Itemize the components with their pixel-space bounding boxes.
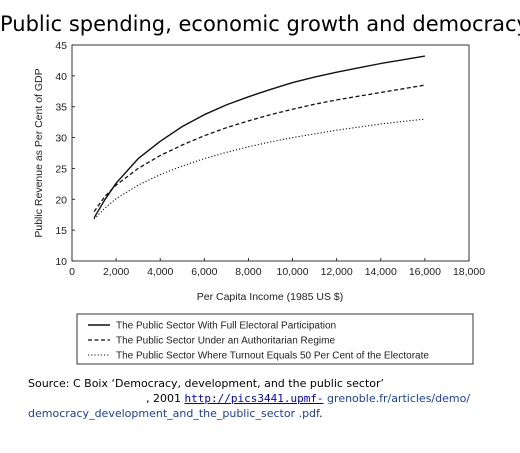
x-tick-label: 0 <box>69 266 75 278</box>
series-line-2 <box>93 84 426 212</box>
source-citation: Source: C Boix ‘Democracy, development, … <box>28 376 508 421</box>
source-line-1: Source: C Boix ‘Democracy, development, … <box>28 377 385 390</box>
legend: The Public Sector With Full Electoral Pa… <box>76 313 474 365</box>
legend-box <box>76 313 474 365</box>
y-tick-label: 15 <box>55 225 67 237</box>
x-axis: 0 2,000 4,000 6,000 8,000 10,000 12,000 14,000 1… <box>69 258 485 278</box>
source-end: . <box>319 407 323 420</box>
source-line-2: , 2001 http://pics3441.upmf- grenoble.fr… <box>28 391 508 406</box>
y-tick-label: 30 <box>55 133 67 145</box>
line-chart: 0 2,000 4,000 6,000 8,000 10,000 12,000 14,000 1… <box>33 40 485 365</box>
y-tick-label: 10 <box>55 256 67 268</box>
x-tick-label: 8,000 <box>235 266 261 278</box>
page-title: Public spending, economic growth and dem… <box>0 12 520 36</box>
x-tick-label: 14,000 <box>365 266 397 278</box>
x-axis-label: Per Capita Income (1985 US $) <box>197 291 344 303</box>
source-link[interactable]: http://pics3441.upmf- <box>184 392 324 405</box>
x-tick-label: 16,000 <box>409 266 441 278</box>
plot-frame <box>71 44 470 262</box>
y-axis-label: Public Revenue as Per Cent of GDP <box>33 68 45 237</box>
x-tick-label: 4,000 <box>147 266 173 278</box>
y-tick-label: 45 <box>55 40 67 52</box>
legend-label-1: The Public Sector With Full Electoral Pa… <box>116 321 336 332</box>
source-line-3: democracy_development_and_the_public_sec… <box>28 406 508 421</box>
series-line-3 <box>93 118 425 220</box>
y-tick-label: 20 <box>55 194 67 206</box>
source-url-rest: grenoble.fr/articles/demo/ <box>323 392 471 405</box>
legend-label-3: The Public Sector Where Turnout Equals 5… <box>116 351 429 362</box>
plot-area-border <box>71 44 470 262</box>
y-tick-label: 35 <box>55 102 67 114</box>
y-axis: 10 15 20 25 30 35 40 45 <box>55 40 75 268</box>
x-tick-label: 6,000 <box>191 266 217 278</box>
x-tick-label: 12,000 <box>321 266 353 278</box>
x-tick-label: 2,000 <box>103 266 129 278</box>
y-tick-label: 25 <box>55 163 67 175</box>
legend-label-2: The Public Sector Under an Authoritarian… <box>116 336 335 347</box>
x-tick-label: 10,000 <box>276 266 308 278</box>
x-tick-label: 18,000 <box>453 266 485 278</box>
source-year: , 2001 <box>146 392 185 405</box>
source-url-file: democracy_development_and_the_public_sec… <box>28 407 320 420</box>
series-line-1 <box>93 55 426 219</box>
series-lines <box>93 55 426 220</box>
y-tick-label: 40 <box>55 71 67 83</box>
